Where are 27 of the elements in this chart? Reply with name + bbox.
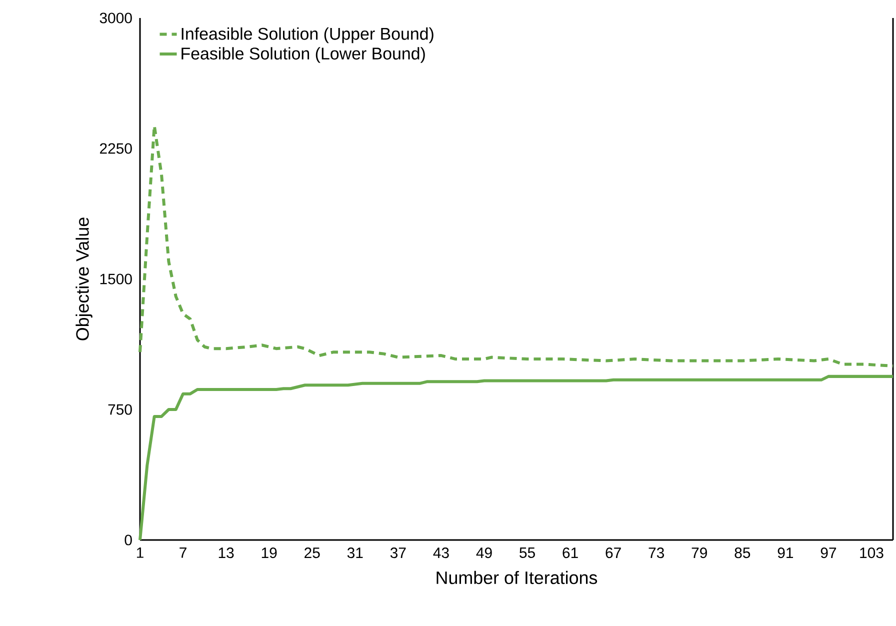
x-tick-label: 67	[606, 548, 621, 558]
x-tick-label: 85	[734, 548, 750, 558]
y-tick-label: 0	[124, 534, 132, 546]
x-tick-label: 19	[262, 548, 277, 558]
x-tick-label: 61	[562, 548, 578, 558]
x-tick-label: 73	[648, 548, 664, 558]
y-tick-label: 2250	[100, 143, 132, 154]
x-tick-label: 43	[433, 548, 449, 558]
y-tick-label: 750	[108, 404, 132, 415]
x-tick-label: 25	[304, 548, 320, 558]
x-tick-label: 91	[778, 548, 794, 558]
y-axis-title: Objective Value	[76, 218, 92, 340]
y-tick-label: 3000	[100, 12, 132, 24]
x-tick-label: 103	[860, 548, 884, 558]
x-tick-label: 31	[347, 548, 363, 558]
x-tick-label: 97	[820, 548, 836, 558]
x-tick-label: 55	[520, 548, 535, 558]
y-tick-label: 1500	[100, 274, 132, 284]
legend-label: Infeasible Solution (Upper Bound)	[182, 27, 434, 44]
x-tick-label: 13	[218, 548, 234, 558]
x-tick-label: 1	[136, 548, 144, 558]
x-tick-label: 79	[692, 548, 707, 558]
x-tick-label: 37	[390, 548, 406, 558]
legend-label: Feasible Solution (Lower Bound)	[182, 47, 425, 63]
x-axis-title: Number of Iterations	[436, 570, 598, 584]
x-tick-label: 49	[476, 548, 492, 558]
x-tick-label: 7	[180, 548, 186, 558]
